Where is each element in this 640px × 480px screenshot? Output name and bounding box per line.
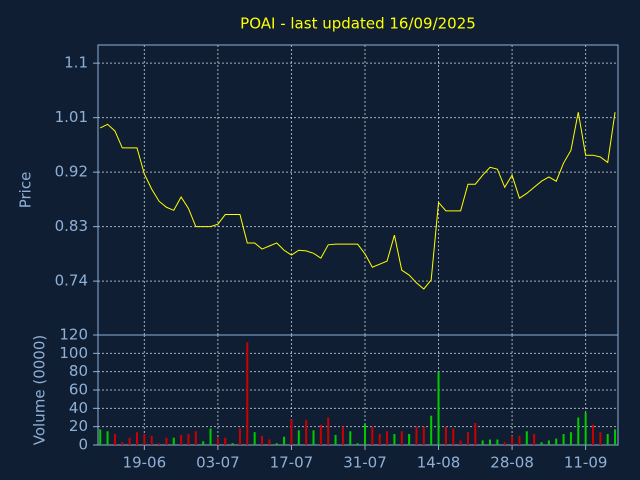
- volume-bar: [209, 428, 212, 445]
- volume-bar: [408, 434, 411, 445]
- x-tick-label: 17-07: [270, 454, 314, 472]
- volume-bar: [459, 440, 462, 445]
- volume-bar: [202, 441, 205, 445]
- x-tick-label: 28-08: [490, 454, 534, 472]
- volume-bar: [99, 429, 102, 445]
- volume-bar: [555, 438, 558, 445]
- y-tick-label: 0.74: [55, 272, 88, 290]
- volume-bar: [128, 437, 131, 445]
- volume-bar: [143, 434, 146, 445]
- volume-bar: [349, 431, 352, 445]
- volume-bar: [194, 431, 197, 445]
- volume-bar: [172, 437, 175, 445]
- volume-bar: [591, 424, 594, 445]
- volume-bar: [525, 431, 528, 445]
- y-tick-label: 80: [69, 362, 88, 380]
- volume-bar: [503, 442, 506, 445]
- volume-bar: [283, 436, 286, 445]
- y-tick-label: 60: [69, 381, 88, 399]
- y-tick-label: 1.1: [64, 54, 88, 72]
- volume-bar: [614, 429, 617, 445]
- volume-bar: [290, 419, 293, 445]
- y-tick-label: 0: [78, 436, 88, 454]
- x-tick-label: 11-09: [564, 454, 608, 472]
- volume-bar: [135, 432, 138, 445]
- volume-bar: [319, 424, 322, 445]
- volume-bar: [356, 443, 359, 445]
- volume-bar: [422, 426, 425, 445]
- volume-bar: [562, 434, 565, 445]
- y-tick-label: 1.01: [55, 108, 88, 126]
- volume-bar: [577, 417, 580, 445]
- price-line: [99, 112, 616, 290]
- chart-title: POAI - last updated 16/09/2025: [240, 15, 476, 33]
- volume-bar: [238, 428, 241, 445]
- x-tick-label: 03-07: [196, 454, 240, 472]
- volume-bar: [180, 434, 183, 445]
- volume-bar: [496, 439, 499, 445]
- volume-bar: [231, 443, 234, 445]
- volume-bar: [363, 423, 366, 445]
- volume-bar: [246, 342, 249, 445]
- volume-axis-label: Volume (0000): [31, 335, 49, 445]
- volume-bar: [297, 430, 300, 445]
- volume-bar: [121, 442, 124, 445]
- volume-bar: [378, 434, 381, 445]
- volume-bar: [452, 428, 455, 445]
- volume-bar: [474, 423, 477, 445]
- volume-bar: [268, 439, 271, 445]
- x-tick-label: 19-06: [123, 454, 167, 472]
- y-tick-label: 120: [59, 326, 88, 344]
- volume-bar: [386, 431, 389, 445]
- volume-bar: [216, 437, 219, 445]
- y-tick-label: 0.92: [55, 163, 88, 181]
- volume-bar: [518, 435, 521, 445]
- volume-bar: [444, 426, 447, 445]
- volume-bar: [275, 443, 278, 445]
- x-tick-label: 31-07: [343, 454, 387, 472]
- volume-bar: [327, 417, 330, 445]
- volume-bar: [489, 439, 492, 445]
- y-tick-label: 20: [69, 417, 88, 435]
- volume-bar: [540, 442, 543, 445]
- volume-bar: [393, 434, 396, 445]
- volume-bar: [415, 426, 418, 445]
- volume-bar: [606, 434, 609, 445]
- volume-bar: [511, 435, 514, 445]
- volume-bar: [430, 415, 433, 445]
- volume-bar: [400, 431, 403, 445]
- volume-bar: [165, 437, 168, 445]
- volume-bar: [569, 432, 572, 445]
- y-tick-label: 0.83: [55, 217, 88, 235]
- volume-bar: [599, 432, 602, 445]
- volume-bar: [437, 371, 440, 445]
- y-tick-label: 100: [59, 344, 88, 362]
- volume-bar: [371, 426, 374, 445]
- volume-bar: [334, 434, 337, 445]
- volume-bar: [341, 426, 344, 445]
- volume-bar: [187, 434, 190, 445]
- volume-bar: [253, 432, 256, 445]
- volume-bar: [547, 440, 550, 445]
- volume-bar: [312, 430, 315, 445]
- x-tick-label: 14-08: [417, 454, 461, 472]
- volume-bar: [533, 434, 536, 445]
- volume-bar: [584, 412, 587, 445]
- volume-bar: [113, 434, 116, 445]
- volume-bar: [150, 435, 153, 445]
- volume-bar: [481, 440, 484, 445]
- y-tick-label: 40: [69, 399, 88, 417]
- volume-bar: [305, 420, 308, 445]
- volume-bar: [466, 432, 469, 445]
- volume-bar: [106, 431, 109, 445]
- volume-bar: [224, 437, 227, 445]
- volume-bar: [158, 443, 161, 445]
- price-axis-label: Price: [17, 172, 35, 209]
- volume-bar: [261, 435, 264, 445]
